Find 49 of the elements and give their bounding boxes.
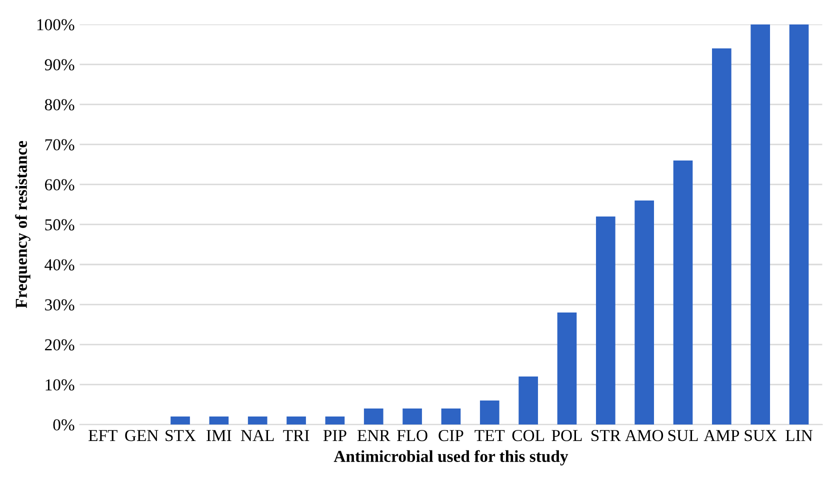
bar [402, 408, 422, 425]
bar [634, 200, 654, 425]
x-tick-label: STX [166, 430, 196, 442]
x-tick-label: NAL [240, 430, 274, 441]
bar [441, 408, 461, 425]
bar [673, 160, 693, 425]
bar [209, 416, 229, 425]
bar [286, 416, 306, 425]
bar [750, 24, 770, 425]
x-tick-label: GEN [125, 430, 158, 442]
x-tick-label: EFT [88, 430, 118, 441]
x-tick-label: IMI [206, 430, 232, 441]
bar [364, 408, 384, 425]
x-tick-label: TRI [283, 430, 310, 441]
y-tick-label: 90% [44, 59, 74, 70]
x-tick-label: POL [552, 430, 582, 442]
bar [480, 400, 500, 425]
bar [789, 24, 809, 425]
bar [712, 48, 732, 425]
x-tick-label: COL [512, 430, 544, 442]
y-tick-label: 0% [53, 419, 74, 431]
x-axis-title: Antimicrobial used for this study [334, 450, 568, 466]
y-tick-label: 100% [37, 19, 74, 30]
x-tick-label: FLO [397, 430, 428, 442]
y-tick-label: 60% [45, 179, 74, 190]
y-tick-label: 70% [45, 139, 74, 150]
y-tick-label: 50% [45, 219, 74, 230]
x-tick-label: STR [591, 430, 621, 442]
bar [248, 416, 268, 425]
bar [518, 376, 538, 425]
y-tick-label: 40% [44, 259, 74, 270]
y-tick-label: 20% [45, 339, 74, 351]
x-tick-label: CIP [438, 430, 464, 442]
bar [557, 312, 577, 425]
y-tick-label: 10% [46, 379, 74, 391]
bar [596, 216, 616, 425]
y-axis-title: Frequency of resistance [15, 140, 30, 308]
x-tick-label: ENR [357, 430, 390, 441]
x-tick-label: TET [474, 430, 505, 441]
x-tick-label: SUL [668, 430, 698, 442]
x-tick-label: SUX [744, 430, 777, 442]
y-tick-label: 80% [44, 99, 74, 110]
x-tick-label: AMP [704, 430, 740, 441]
x-tick-label: AMO [625, 430, 664, 442]
x-tick-label: PIP [323, 430, 346, 441]
y-tick-label: 30% [45, 299, 74, 311]
x-tick-label: LIN [786, 430, 813, 441]
bar [170, 416, 190, 425]
bar [325, 416, 345, 425]
